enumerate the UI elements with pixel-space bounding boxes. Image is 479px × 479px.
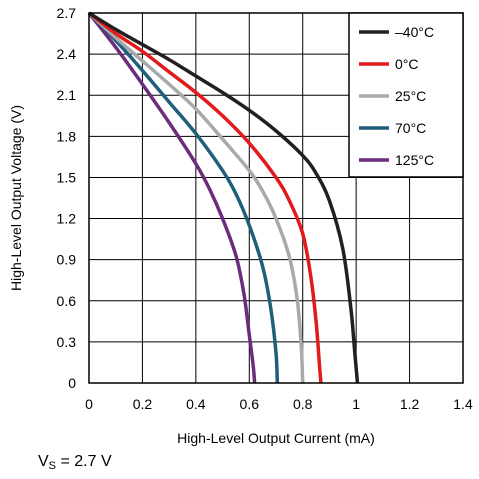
y-tick-label: 1.8	[57, 128, 77, 144]
x-tick-labels: 0 0.2 0.4 0.6 0.8 1 1.2 1.4	[85, 396, 473, 412]
y-tick-labels: 0 0.3 0.6 0.9 1.2 1.5 1.8 2.1 2.4 2.7	[57, 5, 77, 391]
series-line	[87, 11, 305, 384]
series-line	[87, 11, 280, 384]
x-tick-label: 0.2	[133, 396, 153, 412]
legend-label: 0°C	[395, 56, 419, 72]
x-tick-label: 0	[85, 396, 93, 412]
plot-frame	[88, 12, 464, 384]
x-tick-label: 1	[352, 396, 360, 412]
note-prefix: V	[38, 453, 49, 470]
x-tick-label: 1.2	[400, 396, 420, 412]
y-tick-label: 2.4	[57, 46, 77, 62]
series-layer	[87, 11, 360, 384]
series-line	[87, 11, 323, 384]
x-tick-label: 0.6	[240, 396, 260, 412]
legend-label: 70°C	[395, 120, 426, 136]
y-tick-label: 0.9	[57, 252, 77, 268]
series-line	[88, 11, 360, 384]
note-suffix: = 2.7 V	[56, 453, 112, 470]
supply-voltage-note: VS = 2.7 V	[38, 453, 112, 472]
note-subscript: S	[48, 460, 57, 472]
series-line	[87, 11, 257, 384]
y-tick-label: 2.7	[57, 5, 77, 21]
y-tick-label: 1.5	[57, 169, 77, 185]
legend-label: 125°C	[395, 152, 434, 168]
legend: –40°C 0°C 25°C 70°C 125°C	[348, 12, 464, 178]
y-tick-label: 0.3	[57, 334, 77, 350]
x-tick-label: 0.8	[293, 396, 313, 412]
x-tick-label: 0.4	[186, 396, 206, 412]
y-tick-label: 2.1	[57, 87, 77, 103]
legend-label: –40°C	[395, 24, 434, 40]
y-tick-label: 0.6	[57, 293, 77, 309]
x-tick-label: 1.4	[453, 396, 473, 412]
legend-label: 25°C	[395, 88, 426, 104]
y-axis-label: High-Level Output Voltage (V)	[8, 105, 24, 291]
x-axis-label: High-Level Output Current (mA)	[177, 430, 375, 446]
y-tick-label: 1.2	[57, 211, 77, 227]
y-tick-label: 0	[68, 375, 76, 391]
